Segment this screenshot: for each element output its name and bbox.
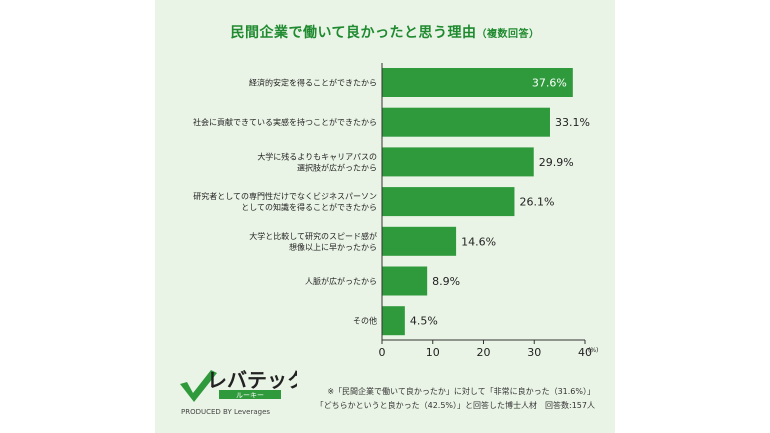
- category-label-6-0: その他: [353, 316, 377, 326]
- brand-main-text: レバテック: [207, 368, 297, 392]
- x-tick-label-4: 40: [578, 346, 592, 359]
- category-label-4-0: 大学と比較して研究のスピード感が: [249, 231, 377, 241]
- x-tick-label-2: 20: [477, 346, 491, 359]
- bar-value-label-4: 14.6%: [461, 235, 496, 248]
- x-axis-unit-label: (%): [588, 347, 598, 354]
- footnote-line-1: ※「民間企業で働いて良かったか」に対して「非常に良かった（31.6%）」: [327, 387, 595, 396]
- brand-logo: レバテック ルーキー PRODUCED BY Leverages: [180, 368, 297, 416]
- category-label-0-0: 経済的安定を得ることができたから: [249, 78, 377, 88]
- brand-sub-badge: [219, 390, 281, 399]
- category-label-2-0: 大学に残るよりもキャリアパスの: [257, 151, 377, 161]
- bar-value-label-3: 26.1%: [519, 196, 554, 209]
- category-label-5-0: 人脈が広がったから: [305, 276, 377, 286]
- bar-value-label-1: 33.1%: [555, 116, 590, 129]
- brand-credit-text: PRODUCED BY Leverages: [181, 408, 270, 416]
- bar-2: [382, 147, 534, 177]
- category-label-3-0: 研究者としての専門性だけでなくビジネスパーソン: [193, 191, 377, 201]
- bar-value-label-5: 8.9%: [432, 275, 460, 288]
- x-tick-label-1: 10: [426, 346, 440, 359]
- bar-value-label-0: 37.6%: [532, 77, 567, 90]
- category-label-3-1: としての知識を得ることができたから: [241, 202, 377, 212]
- bar-chart: 37.6% 経済的安定を得ることができたから 33.1% 社会に貢献できている実感を持…: [193, 63, 598, 359]
- category-label-4-1: 想像以上に早かったから: [289, 242, 377, 252]
- bar-3: [382, 187, 515, 217]
- bar-5: [382, 266, 428, 296]
- bar-0: [382, 68, 573, 97]
- chart-title: 民間企業で働いて良かったと思う理由（複数回答）: [155, 22, 615, 42]
- bar-value-label-6: 4.5%: [410, 315, 438, 328]
- bar-6: [382, 306, 405, 336]
- chart-title-sub: （複数回答）: [476, 29, 540, 40]
- brand-sub-text: ルーキー: [236, 392, 264, 400]
- chart-panel: 民間企業で働いて良かったと思う理由（複数回答） 37.6% 経済的安定を得ることが…: [155, 0, 615, 433]
- chart-title-main: 民間企業で働いて良かったと思う理由: [230, 25, 477, 41]
- check-mark-icon: [180, 370, 217, 402]
- bar-value-label-2: 29.9%: [539, 156, 574, 169]
- category-label-2-1: 選択肢が広がったから: [297, 162, 377, 172]
- footnote-line-2: 「どちらかというと良かった（42.5%）」と回答した博士人材 回答数:157人: [315, 401, 595, 410]
- category-label-1-0: 社会に貢献できている実感を持つことができたから: [193, 117, 377, 127]
- bar-1: [382, 107, 550, 137]
- x-tick-label-3: 30: [527, 346, 541, 359]
- bar-4: [382, 226, 457, 256]
- x-tick-label-0: 0: [379, 346, 386, 359]
